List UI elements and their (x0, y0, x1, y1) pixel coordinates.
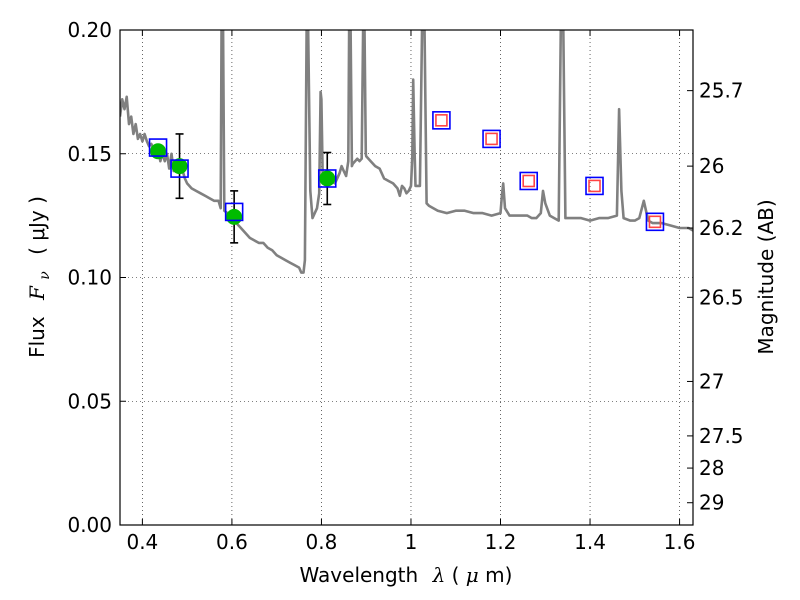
tick-labels: 0.4 0.6 0.8 1 1.2 1.4 1.6 0.00 0.05 0.10 0.15 0.20 2… (67, 18, 743, 554)
y-tick-label-1: 0.05 (67, 389, 112, 413)
y2-tick-label-5: 27.5 (699, 424, 744, 448)
predicted-box-0 (435, 114, 448, 127)
y2-tick-label-1: 26 (699, 154, 724, 178)
model-box-7 (585, 176, 604, 196)
observed-point-0 (150, 143, 167, 160)
x-tick-label-1: 0.6 (216, 530, 248, 554)
y-tick-label-0: 0.00 (67, 513, 112, 537)
observed-point-1 (171, 158, 188, 175)
grid-lines (120, 29, 693, 526)
y-axis-label-prefix: Flux (25, 316, 49, 358)
predicted-box-1 (485, 132, 498, 146)
y-axis-label-symbol: F (25, 285, 49, 301)
y2-tick-label-3: 26.5 (699, 285, 744, 309)
x-axis-label-unit-rest: m) (485, 563, 512, 587)
y-axis-label: Flux F ν ( μJy ) (25, 196, 54, 358)
model-box-6 (519, 171, 539, 191)
observed-point-3 (319, 170, 336, 187)
x-tick-label-4: 1.2 (485, 530, 517, 554)
predicted-box-4 (648, 215, 662, 229)
y-tick-label-4: 0.20 (67, 18, 112, 42)
y2-tick-label-4: 27 (699, 369, 724, 393)
model-box-1 (170, 159, 189, 178)
y-tick-label-3: 0.15 (67, 142, 112, 166)
y2-axis-label: Magnitude (AB) (754, 199, 778, 354)
model-box-4 (432, 111, 451, 130)
model-box-0 (148, 138, 168, 157)
y2-tick-label-0: 25.7 (699, 79, 744, 103)
x-axis-label-text: Wavelength (300, 563, 419, 587)
y2-tick-label-7: 29 (699, 491, 724, 515)
x-tick-label-6: 1.6 (664, 530, 696, 554)
predicted-box-3 (588, 179, 601, 193)
y-tick-label-2: 0.10 (67, 266, 112, 290)
y2-tick-label-6: 28 (699, 456, 724, 480)
x-axis-label-symbol: λ (432, 563, 446, 587)
x-axis-label: Wavelength λ ( μ m) (300, 563, 513, 587)
observed-point-2 (226, 208, 243, 225)
x-tick-label-5: 1.4 (574, 530, 606, 554)
data-layer (120, 30, 693, 274)
x-tick-label-3: 1 (405, 530, 418, 554)
model-box-2 (224, 202, 244, 222)
x-axis-label-unit-open: ( (452, 563, 460, 587)
predicted-box-2 (522, 174, 536, 188)
model-box-3 (317, 169, 337, 188)
axis-ticks (120, 29, 693, 526)
y2-tick-label-2: 26.2 (699, 216, 744, 240)
x-tick-label-2: 0.8 (306, 530, 338, 554)
x-axis-label-unit-mu: μ (466, 563, 479, 587)
x-tick-label-0: 0.4 (126, 530, 158, 554)
y-axis-label-unit: ( μJy ) (25, 196, 49, 255)
y-axis-label-subscript: ν (37, 271, 53, 280)
plot-background (120, 30, 693, 525)
model-box-8 (645, 212, 665, 232)
model-box-5 (482, 129, 501, 149)
